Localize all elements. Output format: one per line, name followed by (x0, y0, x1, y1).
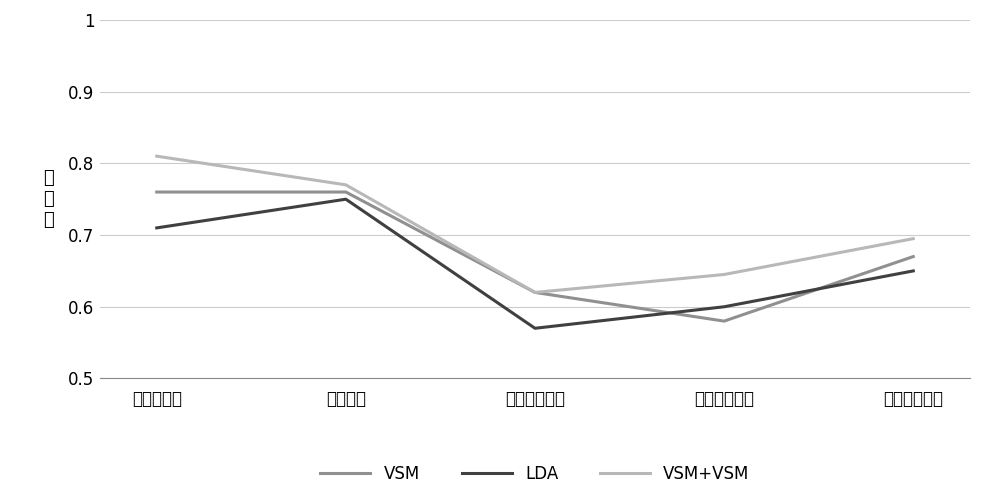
Line: VSM+VSM: VSM+VSM (157, 156, 913, 292)
VSM+VSM (340, 182, 352, 188)
VSM (340, 189, 352, 195)
LDA (529, 325, 541, 331)
LDA (718, 304, 730, 310)
VSM (907, 253, 919, 259)
LDA (907, 268, 919, 274)
Line: VSM: VSM (157, 192, 913, 321)
VSM (529, 289, 541, 295)
VSM+VSM (151, 153, 163, 159)
VSM+VSM (718, 271, 730, 277)
VSM+VSM (907, 236, 919, 242)
Y-axis label: 百
分
比: 百 分 比 (44, 169, 54, 229)
Legend: VSM, LDA, VSM+VSM: VSM, LDA, VSM+VSM (314, 459, 756, 490)
VSM+VSM (529, 289, 541, 295)
LDA (340, 196, 352, 202)
LDA (151, 225, 163, 231)
VSM (718, 318, 730, 324)
VSM (151, 189, 163, 195)
Line: LDA: LDA (157, 199, 913, 328)
